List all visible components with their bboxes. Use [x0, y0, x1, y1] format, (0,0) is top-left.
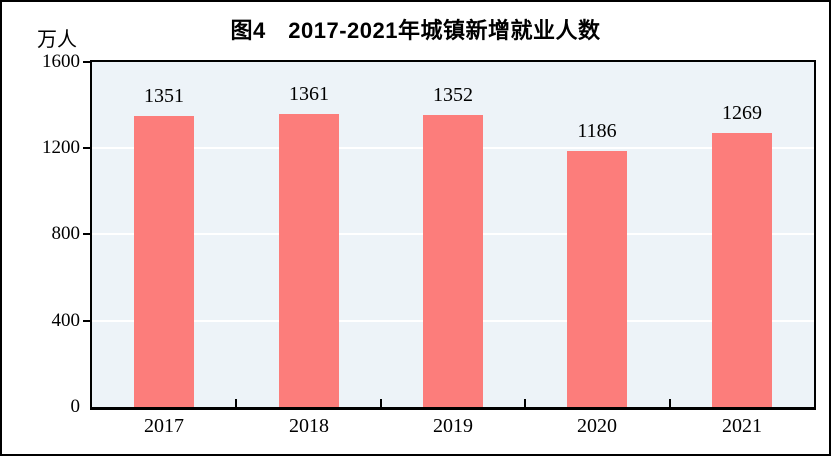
- x-axis-tick: [524, 399, 526, 407]
- y-axis-unit-label: 万人: [37, 29, 77, 51]
- x-axis-label-2020: 2020: [577, 415, 617, 437]
- x-axis-label-2018: 2018: [289, 415, 329, 437]
- bar-value-label-2017: 1351: [144, 85, 184, 107]
- x-axis-label-2017: 2017: [144, 415, 184, 437]
- x-axis-label-2021: 2021: [722, 415, 762, 437]
- y-axis-label-1200: 1200: [42, 137, 80, 158]
- bar-2018: [279, 114, 339, 407]
- bar-2019: [423, 115, 483, 407]
- y-axis-label-0: 0: [70, 396, 81, 417]
- y-axis-tick-1200: [83, 147, 90, 149]
- y-axis-label-1600: 1600: [42, 51, 80, 72]
- y-axis-tick-1600: [83, 61, 90, 63]
- y-axis-label-800: 800: [51, 223, 81, 244]
- y-axis-label-400: 400: [51, 310, 81, 331]
- x-axis-tick: [235, 399, 237, 407]
- x-axis-tick: [380, 399, 382, 407]
- x-axis-label-2019: 2019: [433, 415, 473, 437]
- bar-value-label-2020: 1186: [577, 120, 617, 142]
- bar-value-label-2021: 1269: [722, 102, 762, 124]
- chart-title: 图4 2017-2021年城镇新增就业人数: [230, 18, 601, 43]
- bar-2021: [712, 133, 772, 407]
- bar-2017: [134, 116, 194, 407]
- bar-2020: [567, 151, 627, 407]
- y-axis-tick-800: [83, 233, 90, 235]
- bar-value-label-2018: 1361: [289, 83, 329, 105]
- y-axis-tick-400: [83, 320, 90, 322]
- bar-value-label-2019: 1352: [433, 84, 473, 106]
- x-axis-tick: [669, 399, 671, 407]
- plot-area: 1351 1361 1352 1186 1269: [90, 60, 816, 410]
